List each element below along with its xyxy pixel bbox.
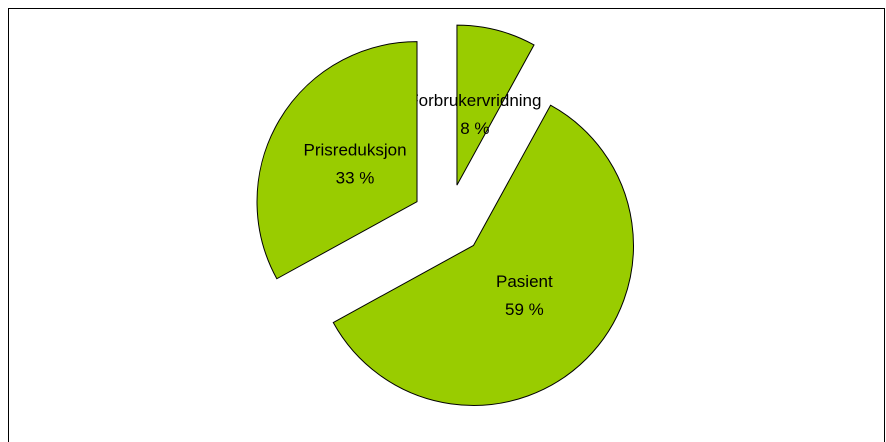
slice-label: Pasient bbox=[496, 272, 553, 291]
slice-label: Forbrukervridning bbox=[408, 91, 541, 110]
slice-value-label: 59 % bbox=[505, 300, 544, 319]
pie-slice bbox=[332, 104, 634, 406]
pie-slice bbox=[456, 24, 535, 186]
slice-value-label: 33 % bbox=[336, 169, 375, 188]
pie-slice bbox=[256, 41, 418, 280]
slice-label: Prisreduksjon bbox=[304, 141, 407, 160]
slice-value-label: 8 % bbox=[460, 119, 489, 138]
